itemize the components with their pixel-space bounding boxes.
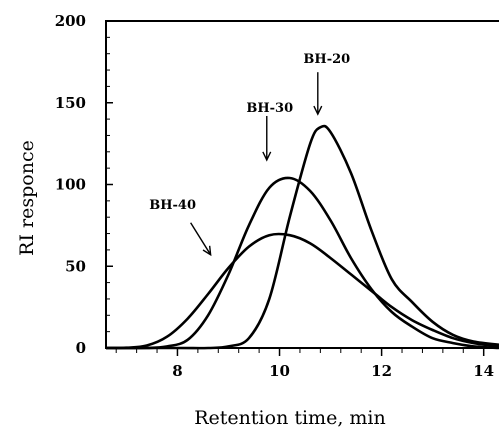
x-tick-label: 10	[269, 362, 290, 380]
annotation-bh-30: BH-30	[246, 101, 293, 116]
x-tick-label: 8	[172, 362, 182, 380]
series-line-bh-20	[106, 124, 499, 350]
annotation-arrow-bh-40	[190, 222, 212, 256]
x-tick-label: 12	[371, 362, 392, 380]
ticks-layer: 0 50 100 150 200 8 10 12 14	[55, 12, 494, 380]
y-axis-label: RI responce	[16, 140, 38, 256]
series-line-bh-30	[105, 176, 499, 350]
annotation-bh-20: BH-20	[303, 52, 350, 67]
annotation-arrow-bh-40-head	[202, 245, 212, 257]
annotation-bh-40: BH-40	[149, 198, 196, 213]
series-line-bh-40	[105, 232, 499, 350]
y-tick-label: 0	[76, 339, 86, 357]
y-tick-label: 200	[55, 12, 86, 30]
x-axis-label: Retention time, min	[194, 407, 385, 429]
y-tick-label: 100	[55, 176, 86, 194]
x-tick-label: 14	[473, 362, 494, 380]
annotation-arrow-bh-20-head	[313, 105, 323, 116]
y-tick-label: 150	[55, 94, 86, 112]
annotations-layer: BH-40 BH-30 BH-20	[149, 52, 350, 257]
annotation-arrow-bh-30-head	[262, 151, 272, 162]
series-layer	[105, 124, 499, 350]
y-tick-label: 50	[65, 257, 86, 275]
